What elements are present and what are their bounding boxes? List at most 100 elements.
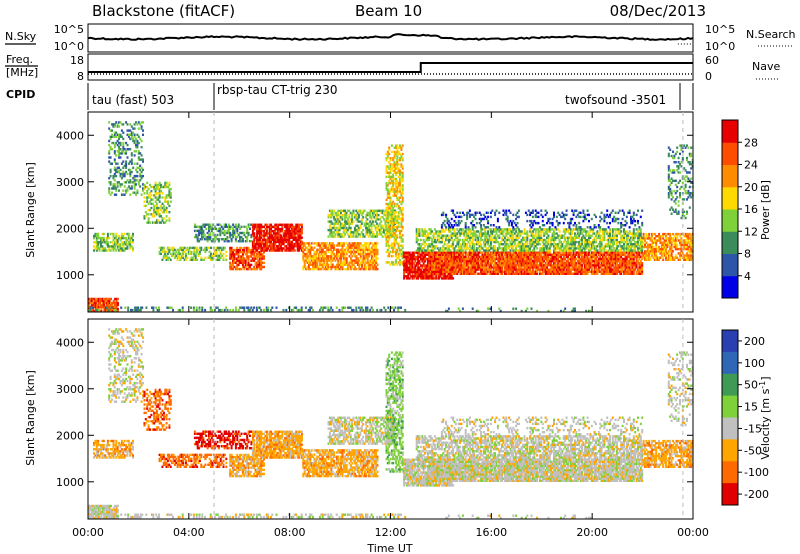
power-cell: [196, 248, 199, 252]
power-cell: [344, 257, 347, 260]
power-cell: [205, 223, 208, 226]
power-cell: [289, 249, 292, 252]
power-cell: [523, 257, 526, 261]
power-cell: [554, 251, 557, 254]
power-cell: [445, 270, 448, 273]
power-cell: [538, 264, 541, 267]
power-cell: [443, 266, 446, 269]
power-cell: [446, 257, 449, 261]
power-cell: [342, 231, 345, 234]
power-cell: [505, 255, 508, 259]
power-cell: [386, 211, 389, 214]
power-cell: [314, 250, 317, 254]
power-cell: [105, 307, 108, 311]
power-cell: [463, 266, 466, 269]
power-cell: [123, 181, 126, 184]
power-cell: [129, 193, 132, 196]
power-cell: [254, 263, 257, 267]
power-cell: [558, 255, 561, 259]
power-cell: [641, 266, 644, 269]
power-cell: [393, 236, 396, 239]
power-cell: [399, 179, 401, 183]
power-cell: [168, 181, 171, 185]
power-cell: [340, 224, 342, 227]
power-cell: [271, 225, 274, 229]
power-cell: [473, 257, 476, 261]
power-cell: [592, 270, 595, 273]
power-cell: [586, 259, 589, 263]
power-cell: [392, 169, 395, 172]
power-cell: [578, 262, 581, 265]
power-cell: [376, 252, 379, 256]
power-cell: [540, 259, 543, 263]
power-cell: [354, 250, 357, 254]
power-cell: [630, 264, 632, 267]
power-cell: [370, 218, 373, 221]
power-cell: [415, 262, 418, 265]
power-cell: [639, 255, 642, 259]
power-cell: [88, 297, 90, 301]
power-cell: [149, 192, 151, 195]
power-cell: [540, 255, 543, 259]
power-cell: [558, 264, 561, 267]
power-cell: [408, 253, 411, 256]
power-cell: [426, 262, 429, 265]
power-cell: [484, 253, 487, 256]
power-cell: [460, 264, 463, 267]
power-cell: [365, 252, 368, 256]
power-cell: [392, 194, 395, 197]
power-cell: [253, 225, 256, 229]
power-cell: [113, 133, 116, 136]
power-cell: [359, 250, 362, 254]
power-cell: [371, 222, 374, 225]
power-cell: [114, 305, 117, 309]
power-cell: [503, 266, 506, 269]
power-cell: [135, 121, 137, 124]
power-cell: [268, 230, 271, 233]
power-cell: [613, 253, 616, 256]
power-cell: [354, 242, 357, 245]
power-cell: [400, 225, 403, 229]
power-cell: [389, 171, 392, 174]
power-cell: [244, 265, 247, 269]
power-cell: [478, 264, 481, 267]
power-cell: [310, 257, 313, 260]
power-cell: [370, 246, 373, 249]
power-cell: [473, 270, 476, 273]
power-cell: [471, 264, 474, 267]
power-cell: [365, 244, 368, 247]
power-cell: [256, 238, 259, 241]
power-cell: [432, 259, 435, 263]
power-cell: [614, 255, 617, 259]
power-cell: [429, 253, 432, 256]
power-cell: [386, 192, 389, 195]
power-cell: [606, 253, 609, 256]
power-cell: [553, 262, 555, 265]
power-cell: [359, 267, 362, 271]
power-cell: [118, 166, 120, 169]
power-cell: [386, 184, 389, 187]
power-cell: [396, 202, 399, 206]
power-cell: [291, 245, 294, 248]
power-cell: [548, 257, 551, 261]
power-cell: [142, 183, 144, 186]
power-cell: [316, 257, 319, 260]
power-cell: [639, 266, 642, 269]
power-cell: [246, 238, 249, 241]
power-cell: [260, 225, 263, 229]
power-cell: [351, 216, 354, 219]
power-cell: [362, 257, 365, 260]
power-cell: [392, 263, 395, 266]
power-cell: [440, 257, 443, 261]
power-cell: [568, 253, 571, 256]
power-cell: [512, 268, 515, 271]
power-cell: [167, 185, 169, 189]
power-cell: [554, 259, 557, 263]
power-cell: [447, 266, 450, 269]
power-cell: [443, 264, 446, 267]
power-cell: [99, 299, 101, 303]
power-cell: [158, 183, 161, 187]
power-cell: [133, 139, 136, 143]
power-cell: [261, 255, 264, 258]
power-cell: [275, 227, 278, 231]
